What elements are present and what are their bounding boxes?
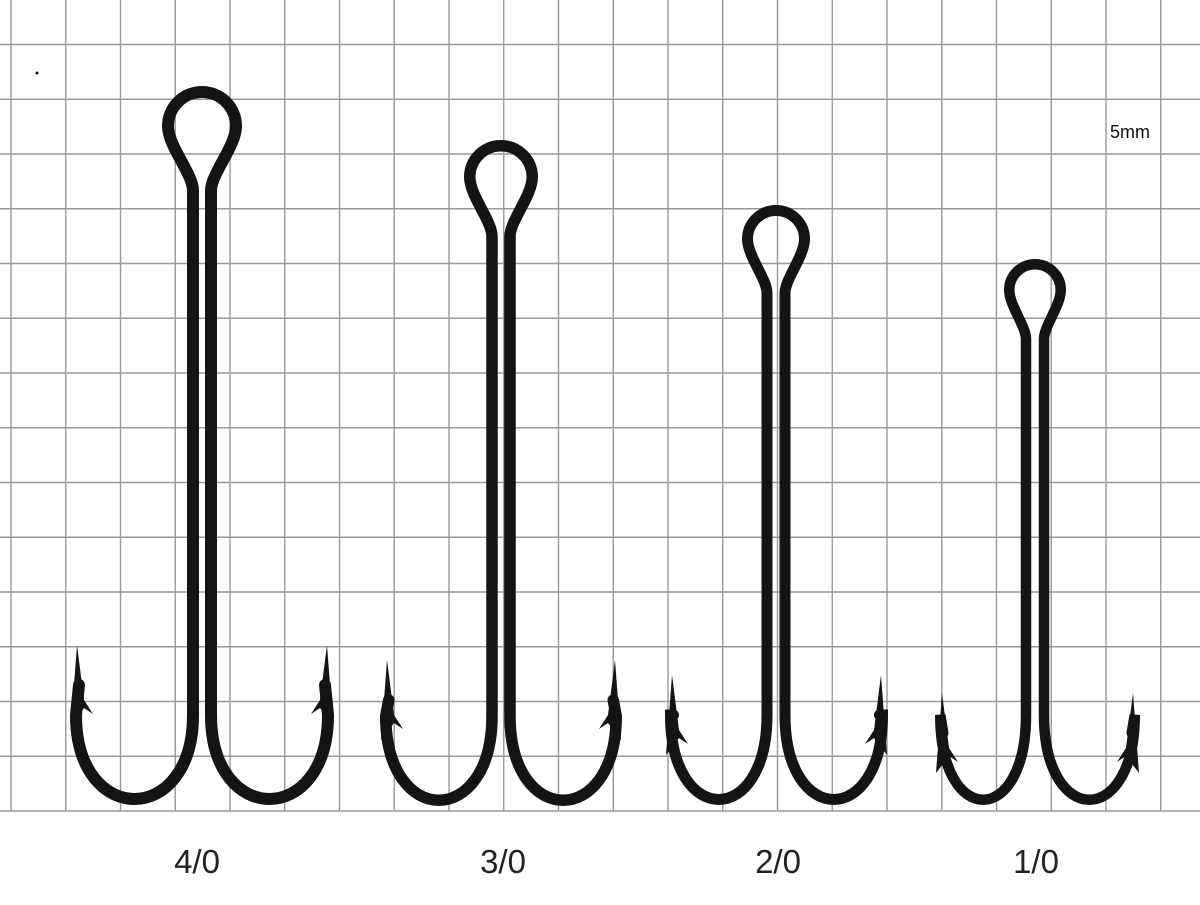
hook-3-0 xyxy=(379,140,623,806)
hook-wire xyxy=(935,259,1140,805)
hook-wire xyxy=(69,86,335,805)
hook-label-3-0: 3/0 xyxy=(480,843,526,880)
hook-wire xyxy=(664,205,889,805)
hook-point-right xyxy=(599,660,621,740)
hook-point-left xyxy=(936,693,958,773)
hook-wire xyxy=(379,140,623,806)
hook-4-0 xyxy=(69,86,335,805)
hook-point-left xyxy=(381,660,403,740)
hook-point-left xyxy=(71,645,93,725)
scale-label: 5mm xyxy=(1110,122,1150,142)
hook-point-right xyxy=(311,645,333,725)
hook-label-4-0: 4/0 xyxy=(174,843,220,880)
hook-label-2-0: 2/0 xyxy=(755,843,801,880)
hook-2-0 xyxy=(664,205,889,805)
hook-point-right xyxy=(1117,693,1139,773)
hook-point-right xyxy=(865,675,887,755)
hook-label-1-0: 1/0 xyxy=(1013,843,1059,880)
hook-point-left xyxy=(666,675,688,755)
speck xyxy=(35,71,39,75)
hook-1-0 xyxy=(935,259,1140,805)
